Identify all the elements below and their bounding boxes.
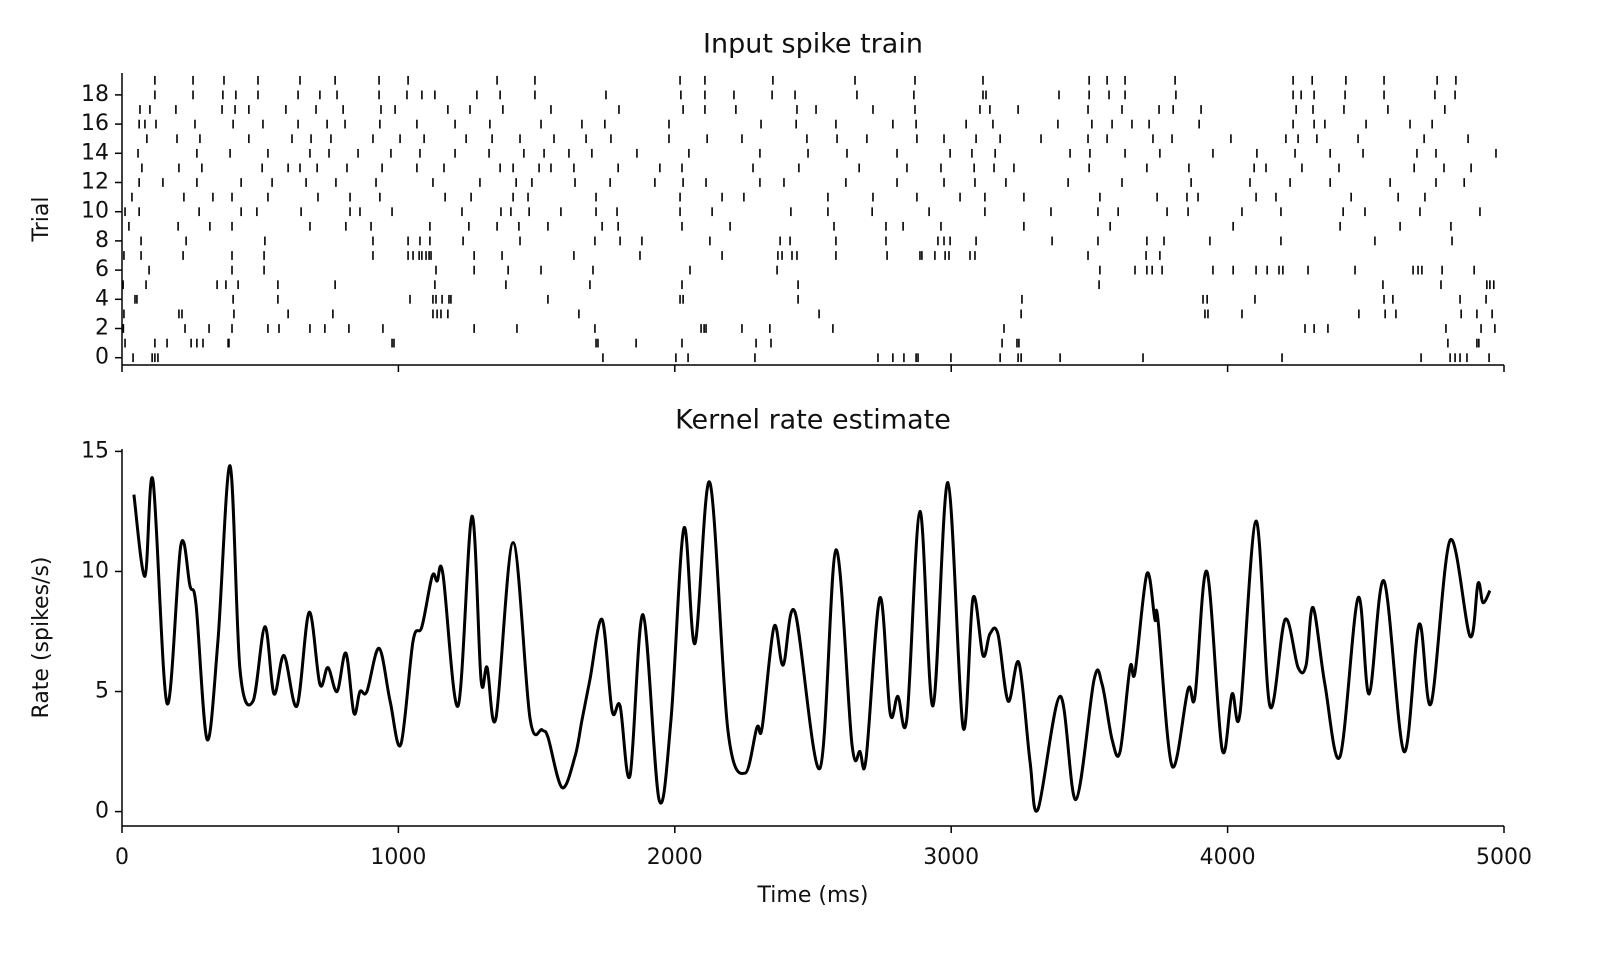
y-tick-label: 15 bbox=[81, 438, 109, 463]
y-tick-label: 12 bbox=[81, 170, 109, 195]
y-axis-label: Rate (spikes/s) bbox=[29, 557, 54, 719]
y-tick-label: 10 bbox=[81, 199, 109, 224]
x-tick-label: 1000 bbox=[370, 845, 426, 870]
y-tick-label: 16 bbox=[81, 111, 109, 136]
y-tick-label: 14 bbox=[81, 140, 109, 165]
x-tick-label: 4000 bbox=[1200, 845, 1256, 870]
axes-title: Kernel rate estimate bbox=[675, 405, 951, 436]
y-tick-label: 18 bbox=[81, 82, 109, 107]
axes-title: Input spike train bbox=[703, 29, 923, 60]
x-tick-label: 5000 bbox=[1476, 845, 1532, 870]
y-tick-label: 6 bbox=[95, 257, 109, 282]
y-tick-label: 0 bbox=[95, 799, 109, 824]
rate-line bbox=[132, 464, 1492, 813]
y-tick-label: 0 bbox=[95, 345, 109, 370]
x-tick-label: 2000 bbox=[647, 845, 703, 870]
y-tick-label: 2 bbox=[95, 316, 109, 341]
x-tick-label: 3000 bbox=[923, 845, 979, 870]
y-tick-label: 5 bbox=[95, 679, 109, 704]
x-axis-label: Time (ms) bbox=[757, 883, 869, 908]
y-axis-label: Trial bbox=[29, 197, 54, 243]
y-tick-label: 4 bbox=[95, 286, 109, 311]
x-tick-label: 0 bbox=[115, 845, 129, 870]
y-tick-label: 8 bbox=[95, 228, 109, 253]
y-tick-label: 10 bbox=[81, 558, 109, 583]
